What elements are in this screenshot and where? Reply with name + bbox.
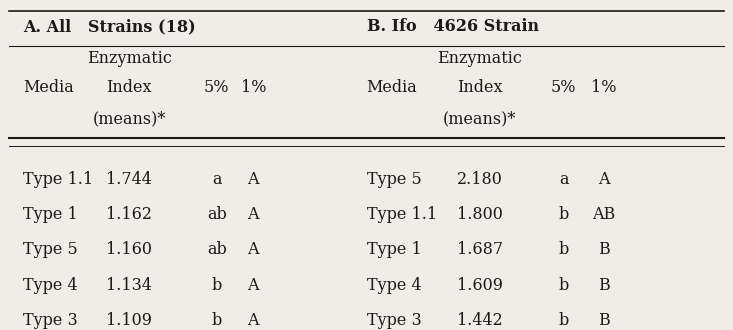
Text: b: b bbox=[212, 312, 222, 329]
Text: Index: Index bbox=[106, 79, 152, 96]
Text: AB: AB bbox=[592, 207, 616, 223]
Text: ab: ab bbox=[207, 207, 226, 223]
Text: 1.160: 1.160 bbox=[106, 242, 152, 258]
Text: 2.180: 2.180 bbox=[457, 171, 503, 188]
Text: Type 3: Type 3 bbox=[23, 312, 78, 329]
Text: Type 5: Type 5 bbox=[366, 171, 421, 188]
Text: Type 3: Type 3 bbox=[366, 312, 421, 329]
Text: a: a bbox=[559, 171, 568, 188]
Text: 1.800: 1.800 bbox=[457, 207, 503, 223]
Text: 1.609: 1.609 bbox=[457, 277, 503, 294]
Text: (means)*: (means)* bbox=[92, 111, 166, 128]
Text: Type 4: Type 4 bbox=[366, 277, 421, 294]
Text: B. Ifo   4626 Strain: B. Ifo 4626 Strain bbox=[366, 18, 539, 35]
Text: A: A bbox=[248, 242, 259, 258]
Text: A: A bbox=[248, 277, 259, 294]
Text: (means)*: (means)* bbox=[443, 111, 516, 128]
Text: 1.162: 1.162 bbox=[106, 207, 152, 223]
Text: b: b bbox=[559, 312, 569, 329]
Text: Type 1: Type 1 bbox=[23, 207, 78, 223]
Text: 1.442: 1.442 bbox=[457, 312, 503, 329]
Text: A: A bbox=[248, 312, 259, 329]
Text: b: b bbox=[559, 242, 569, 258]
Text: 1.109: 1.109 bbox=[106, 312, 152, 329]
Text: B: B bbox=[598, 242, 610, 258]
Text: 1.134: 1.134 bbox=[106, 277, 152, 294]
Text: Enzymatic: Enzymatic bbox=[438, 50, 522, 67]
Text: A: A bbox=[248, 171, 259, 188]
Text: A: A bbox=[248, 207, 259, 223]
Text: A. All   Strains (18): A. All Strains (18) bbox=[23, 18, 196, 35]
Text: 1%: 1% bbox=[240, 79, 266, 96]
Text: b: b bbox=[559, 207, 569, 223]
Text: B: B bbox=[598, 312, 610, 329]
Text: Type 1: Type 1 bbox=[366, 242, 421, 258]
Text: Enzymatic: Enzymatic bbox=[86, 50, 172, 67]
Text: Type 5: Type 5 bbox=[23, 242, 78, 258]
Text: ab: ab bbox=[207, 242, 226, 258]
Text: b: b bbox=[559, 277, 569, 294]
Text: 1.744: 1.744 bbox=[106, 171, 152, 188]
Text: Index: Index bbox=[457, 79, 502, 96]
Text: 5%: 5% bbox=[204, 79, 229, 96]
Text: 5%: 5% bbox=[551, 79, 576, 96]
Text: Media: Media bbox=[23, 79, 74, 96]
Text: Type 1.1: Type 1.1 bbox=[23, 171, 93, 188]
Text: 1.687: 1.687 bbox=[457, 242, 503, 258]
Text: B: B bbox=[598, 277, 610, 294]
Text: A: A bbox=[598, 171, 610, 188]
Text: Media: Media bbox=[366, 79, 417, 96]
Text: a: a bbox=[212, 171, 221, 188]
Text: Type 1.1: Type 1.1 bbox=[366, 207, 437, 223]
Text: 1%: 1% bbox=[591, 79, 616, 96]
Text: Type 4: Type 4 bbox=[23, 277, 78, 294]
Text: b: b bbox=[212, 277, 222, 294]
